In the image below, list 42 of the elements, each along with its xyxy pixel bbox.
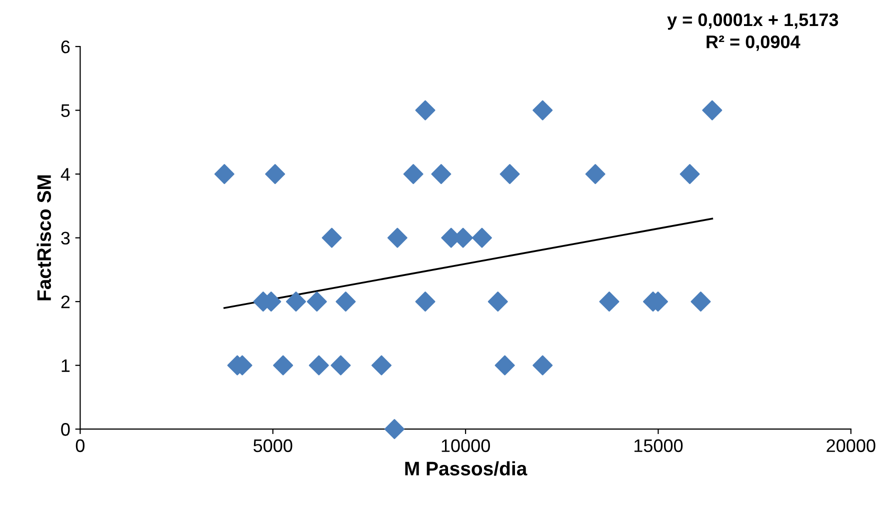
point [532, 100, 553, 120]
point [322, 228, 342, 248]
point [403, 164, 424, 184]
point [532, 355, 553, 376]
point [273, 355, 294, 376]
point [387, 228, 408, 248]
x-tick-label: 0 [76, 439, 85, 452]
y-tick-label: 6 [61, 40, 70, 54]
y-tick-label: 5 [61, 104, 70, 118]
point [415, 100, 436, 120]
point [494, 355, 515, 376]
point [472, 228, 492, 248]
point [330, 355, 351, 376]
point [336, 292, 356, 312]
point [690, 292, 711, 312]
point [599, 292, 620, 312]
x-tick-label: 15000 [634, 439, 683, 452]
point [488, 292, 508, 312]
annotation: y = 0,0001x + 1,5173 R² = 0,0904 [667, 13, 838, 51]
point [214, 164, 234, 184]
point [585, 164, 606, 184]
y-tick-label: 4 [60, 168, 70, 181]
point [306, 292, 327, 312]
point [431, 164, 452, 184]
y-axis-title: FactRisco SM [36, 175, 52, 300]
point [308, 355, 329, 376]
point [265, 164, 286, 184]
x-tick-label: 5000 [254, 439, 292, 452]
y-tick-label: 2 [61, 296, 70, 308]
point [415, 292, 436, 312]
y-tick-label: 1 [62, 359, 70, 372]
point [680, 164, 700, 184]
point [500, 164, 520, 184]
y-tick-label: 3 [61, 232, 70, 245]
point [286, 292, 306, 312]
point [384, 419, 404, 440]
x-axis-title: M Passos/dia [405, 461, 528, 476]
x-tick-label: 20000 [826, 439, 876, 452]
x-tick-label: 10000 [442, 439, 490, 452]
point [702, 100, 722, 120]
y-tick-label: 0 [61, 423, 70, 436]
point [371, 355, 392, 376]
